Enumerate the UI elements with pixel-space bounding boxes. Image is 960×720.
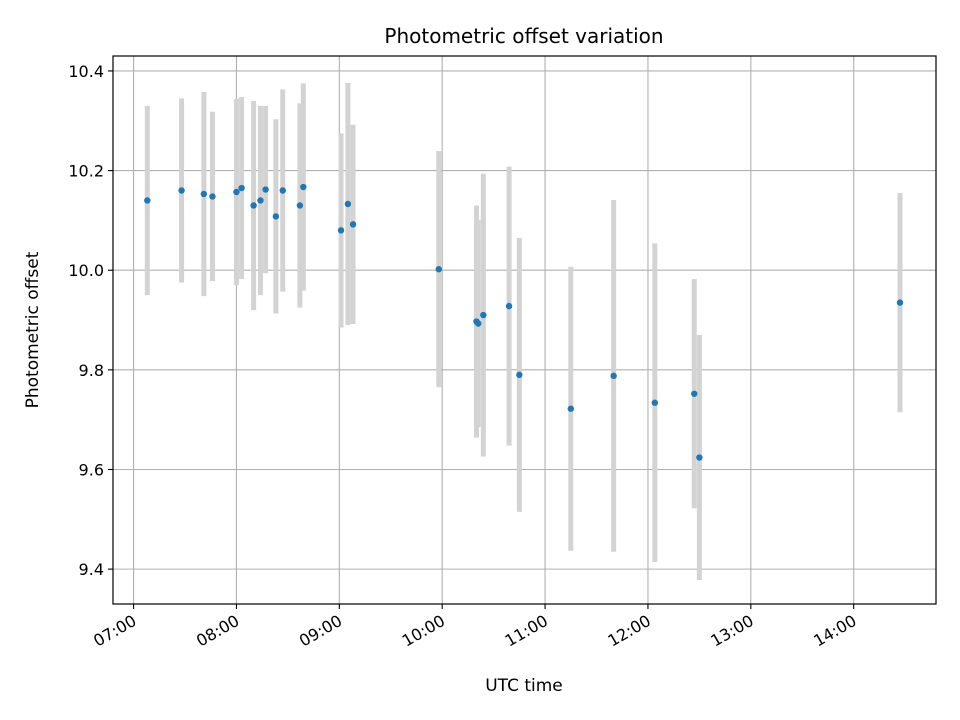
data-point <box>691 390 698 397</box>
chart-title: Photometric offset variation <box>384 24 663 48</box>
data-point <box>480 311 487 319</box>
y-tick-label: 9.6 <box>79 460 104 479</box>
data-point <box>349 221 357 228</box>
y-tick-label: 9.8 <box>79 361 104 380</box>
data-point <box>233 188 240 196</box>
data-point <box>435 266 442 273</box>
data-point <box>505 302 513 310</box>
y-tick-label: 10.4 <box>68 62 104 81</box>
y-axis-title: Photometric offset <box>23 251 43 408</box>
y-tick-label: 10.2 <box>68 162 104 181</box>
data-point <box>696 454 703 461</box>
data-point <box>178 187 185 194</box>
data-point <box>200 190 208 198</box>
data-point <box>516 371 523 379</box>
data-point <box>296 202 304 209</box>
data-point <box>567 405 574 412</box>
y-tick-label: 9.4 <box>79 560 104 579</box>
data-point <box>144 197 151 204</box>
data-points <box>144 183 904 461</box>
y-tick-label: 10.0 <box>68 261 104 280</box>
data-point <box>279 187 286 194</box>
data-point <box>610 372 617 380</box>
data-point <box>651 399 659 406</box>
data-point <box>337 227 345 234</box>
data-point <box>475 320 482 327</box>
data-point <box>209 193 216 200</box>
data-point <box>262 186 269 193</box>
data-point <box>344 200 352 208</box>
data-point <box>300 183 307 191</box>
y-axis: 9.4 9.6 9.8 10.0 10.2 10.4 <box>68 62 113 579</box>
data-point <box>250 202 257 209</box>
data-point <box>896 299 904 306</box>
x-axis-title: UTC time <box>485 676 563 696</box>
data-point <box>272 213 280 220</box>
data-point <box>257 197 264 204</box>
plot-frame <box>112 55 937 605</box>
data-point <box>238 184 245 192</box>
